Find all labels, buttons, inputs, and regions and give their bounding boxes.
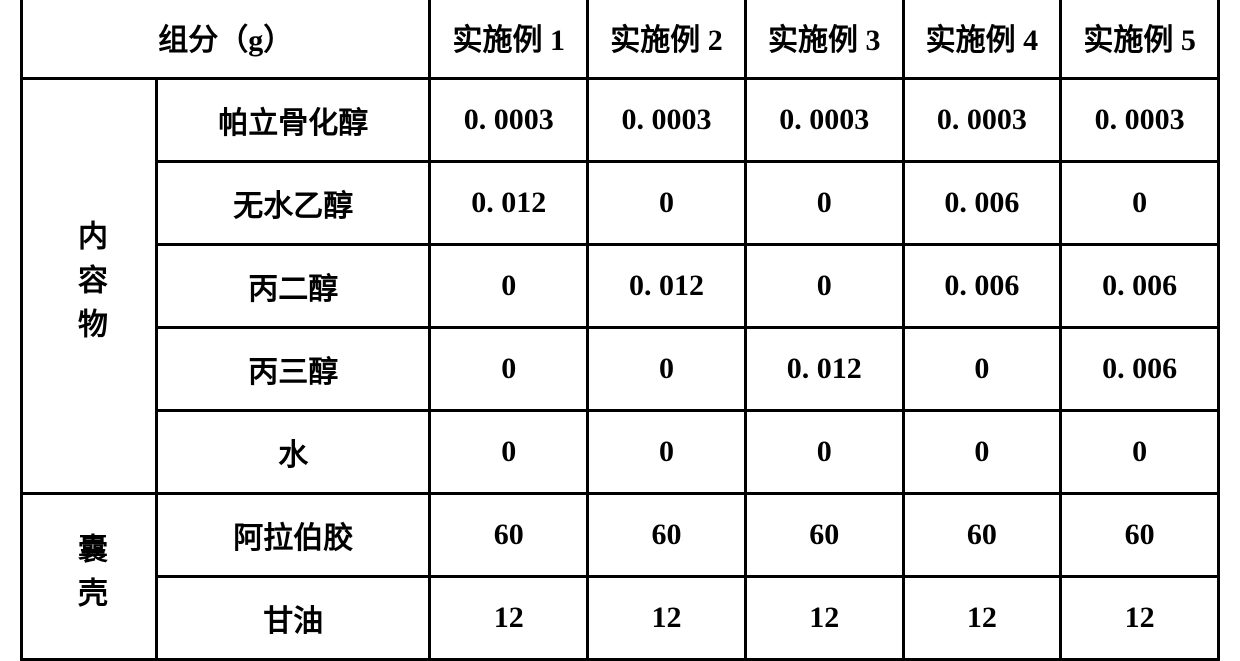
column-header: 实施例 5 [1061, 0, 1219, 79]
data-cell: 12 [1061, 577, 1219, 660]
data-cell: 0. 012 [588, 245, 746, 328]
data-cell: 0 [588, 411, 746, 494]
data-cell: 60 [745, 494, 903, 577]
data-cell: 12 [745, 577, 903, 660]
data-cell: 0. 006 [903, 245, 1061, 328]
data-cell: 0 [1061, 162, 1219, 245]
data-cell: 60 [588, 494, 746, 577]
data-cell: 0. 0003 [903, 79, 1061, 162]
table-row: 无水乙醇 0. 012 0 0 0. 006 0 [22, 162, 1219, 245]
data-cell: 0 [430, 411, 588, 494]
row-label: 丙二醇 [157, 245, 430, 328]
column-header: 实施例 4 [903, 0, 1061, 79]
data-cell: 0 [745, 411, 903, 494]
data-cell: 0 [1061, 411, 1219, 494]
group-label-contents: 内容物 [22, 79, 157, 494]
table-row: 囊壳 阿拉伯胶 60 60 60 60 60 [22, 494, 1219, 577]
composition-table: 组分（g） 实施例 1 实施例 2 实施例 3 实施例 4 实施例 5 内容物 … [20, 0, 1220, 661]
data-cell: 0. 0003 [1061, 79, 1219, 162]
data-cell: 60 [903, 494, 1061, 577]
data-cell: 0. 006 [1061, 245, 1219, 328]
table-row: 内容物 帕立骨化醇 0. 0003 0. 0003 0. 0003 0. 000… [22, 79, 1219, 162]
column-header: 实施例 1 [430, 0, 588, 79]
data-cell: 12 [588, 577, 746, 660]
data-cell: 0 [745, 245, 903, 328]
row-label: 丙三醇 [157, 328, 430, 411]
row-label: 甘油 [157, 577, 430, 660]
data-cell: 60 [1061, 494, 1219, 577]
data-cell: 0. 012 [745, 328, 903, 411]
table-header-row: 组分（g） 实施例 1 实施例 2 实施例 3 实施例 4 实施例 5 [22, 0, 1219, 79]
data-cell: 0 [430, 328, 588, 411]
data-cell: 0. 0003 [588, 79, 746, 162]
data-cell: 0. 006 [903, 162, 1061, 245]
data-cell: 12 [903, 577, 1061, 660]
data-cell: 0. 006 [1061, 328, 1219, 411]
data-cell: 0 [903, 328, 1061, 411]
data-cell: 0 [745, 162, 903, 245]
data-cell: 0 [430, 245, 588, 328]
data-cell: 12 [430, 577, 588, 660]
row-label: 水 [157, 411, 430, 494]
column-header: 实施例 3 [745, 0, 903, 79]
data-cell: 60 [430, 494, 588, 577]
header-component-label: 组分（g） [22, 0, 430, 79]
data-cell: 0 [588, 162, 746, 245]
data-cell: 0 [903, 411, 1061, 494]
data-cell: 0. 012 [430, 162, 588, 245]
row-label: 帕立骨化醇 [157, 79, 430, 162]
data-cell: 0 [588, 328, 746, 411]
data-cell: 0. 0003 [745, 79, 903, 162]
data-cell: 0. 0003 [430, 79, 588, 162]
group-label-shell: 囊壳 [22, 494, 157, 660]
table-row: 水 0 0 0 0 0 [22, 411, 1219, 494]
table-row: 甘油 12 12 12 12 12 [22, 577, 1219, 660]
row-label: 无水乙醇 [157, 162, 430, 245]
column-header: 实施例 2 [588, 0, 746, 79]
table-row: 丙二醇 0 0. 012 0 0. 006 0. 006 [22, 245, 1219, 328]
row-label: 阿拉伯胶 [157, 494, 430, 577]
table-row: 丙三醇 0 0 0. 012 0 0. 006 [22, 328, 1219, 411]
